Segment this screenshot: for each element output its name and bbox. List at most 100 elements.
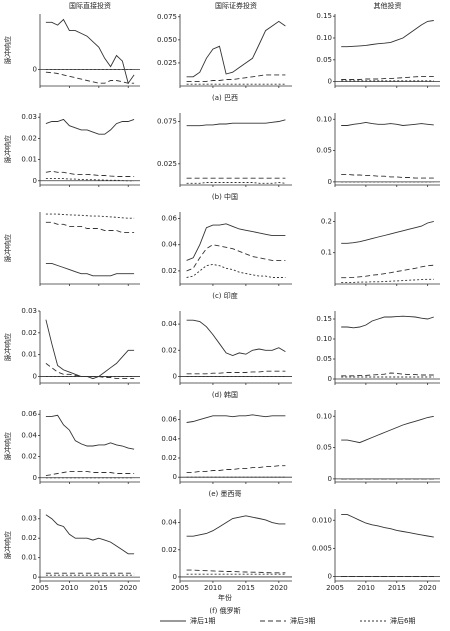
x-tick-label: 2020 — [119, 584, 137, 592]
row-caption: (a) 巴西 — [212, 94, 238, 102]
y-tick-label: 0 — [328, 475, 332, 483]
row-caption: (d) 韩国 — [212, 390, 238, 399]
y-tick-label: 0.01 — [21, 351, 37, 359]
y-tick-label: 0.06 — [161, 215, 177, 223]
legend-label: 滞后6期 — [390, 616, 415, 625]
column-title: 国际证券投资 — [215, 1, 257, 10]
y-tick-label: 0.02 — [21, 534, 37, 542]
series-line — [45, 71, 135, 84]
y-tick-label: 0.03 — [21, 515, 37, 523]
series-line — [186, 370, 286, 375]
series-line — [186, 414, 286, 423]
x-tick-label: 2015 — [237, 584, 255, 592]
y-tick-label: 0.02 — [161, 454, 177, 462]
x-tick-label: 2005 — [326, 584, 344, 592]
y-tick-label: 0.03 — [21, 307, 37, 315]
series-line — [45, 319, 135, 380]
y-axis-label: 脉冲响应 — [3, 234, 12, 262]
series-line — [341, 278, 434, 283]
x-tick-label: 2020 — [419, 584, 437, 592]
row-caption: (c) 印度 — [212, 291, 238, 300]
y-tick-label: 0.01 — [21, 554, 37, 562]
x-tick-label: 2015 — [388, 584, 406, 592]
series-line — [341, 220, 434, 244]
series-line — [341, 173, 434, 179]
series-line — [45, 213, 135, 219]
series-line — [45, 363, 135, 380]
series-line — [45, 221, 135, 234]
series-line — [45, 170, 135, 177]
y-tick-label: 0.02 — [161, 346, 177, 354]
series-line — [186, 223, 286, 261]
y-tick-label: 0.05 — [316, 355, 332, 363]
y-tick-label: 0.2 — [321, 217, 332, 225]
y-tick-label: 0.06 — [161, 416, 177, 424]
y-axis-label: 脉冲响应 — [3, 36, 12, 64]
y-tick-label: 0.01 — [21, 156, 37, 164]
series-line — [341, 264, 434, 279]
x-axis-label: 年份 — [218, 593, 232, 602]
y-axis-label: 脉冲响应 — [3, 135, 12, 163]
series-line — [186, 465, 286, 473]
y-tick-label: 0.04 — [161, 241, 177, 249]
y-tick-label: 0.04 — [161, 320, 177, 328]
y-tick-label: 0.075 — [157, 117, 177, 125]
legend-label: 滞后1期 — [190, 616, 215, 625]
y-tick-label: 0 — [328, 178, 332, 186]
y-tick-label: 0.04 — [161, 519, 177, 527]
series-line — [45, 514, 135, 555]
y-tick-label: 0.050 — [157, 36, 177, 44]
y-tick-label: 0 — [33, 65, 37, 73]
row-caption: (f) 俄罗斯 — [209, 606, 240, 615]
y-tick-label: 0.15 — [316, 315, 332, 323]
series-line — [341, 121, 434, 126]
y-tick-label: 0 — [173, 372, 177, 380]
y-tick-label: 0.06 — [21, 410, 37, 418]
y-tick-label: 0.15 — [316, 12, 332, 20]
series-line — [186, 20, 286, 78]
x-tick-label: 2020 — [270, 584, 288, 592]
y-tick-label: 0.02 — [21, 329, 37, 337]
y-tick-label: 0 — [328, 78, 332, 86]
y-tick-label: 0.02 — [21, 134, 37, 142]
y-tick-label: 0 — [328, 375, 332, 383]
series-line — [45, 262, 135, 277]
series-line — [45, 178, 135, 182]
y-tick-label: 0.1 — [321, 249, 332, 257]
y-tick-label: 0.05 — [316, 147, 332, 155]
y-tick-label: 0.075 — [157, 13, 177, 21]
series-line — [341, 514, 434, 538]
y-tick-label: 0 — [33, 372, 37, 380]
y-axis-label: 脉冲响应 — [3, 531, 12, 559]
y-tick-label: 0.04 — [21, 431, 37, 439]
series-line — [186, 263, 286, 278]
series-line — [186, 182, 286, 184]
column-title: 国际直接投资 — [69, 1, 111, 10]
y-tick-label: 0.10 — [316, 34, 332, 42]
series-line — [45, 414, 135, 450]
x-tick-label: 2005 — [171, 584, 189, 592]
series-line — [186, 569, 286, 574]
y-tick-label: 0.010 — [312, 516, 332, 524]
series-line — [45, 470, 135, 477]
series-line — [45, 118, 135, 135]
series-line — [341, 372, 434, 377]
x-tick-label: 2010 — [60, 584, 78, 592]
series-line — [186, 74, 286, 82]
series-line — [341, 20, 434, 48]
y-tick-label: 0.03 — [21, 113, 37, 121]
y-tick-label: 0 — [328, 573, 332, 581]
series-line — [341, 415, 434, 444]
y-tick-label: 0.02 — [161, 267, 177, 275]
x-tick-label: 2010 — [357, 584, 375, 592]
y-axis-label: 脉冲响应 — [3, 432, 12, 460]
y-tick-label: 0.02 — [161, 546, 177, 554]
legend-label: 滞后3期 — [290, 616, 315, 625]
y-tick-label: 0.025 — [157, 59, 177, 67]
y-tick-label: 0 — [173, 473, 177, 481]
y-tick-label: 0.025 — [157, 160, 177, 168]
x-tick-label: 2005 — [31, 584, 49, 592]
series-line — [45, 18, 135, 85]
y-tick-label: 0.005 — [312, 544, 332, 552]
